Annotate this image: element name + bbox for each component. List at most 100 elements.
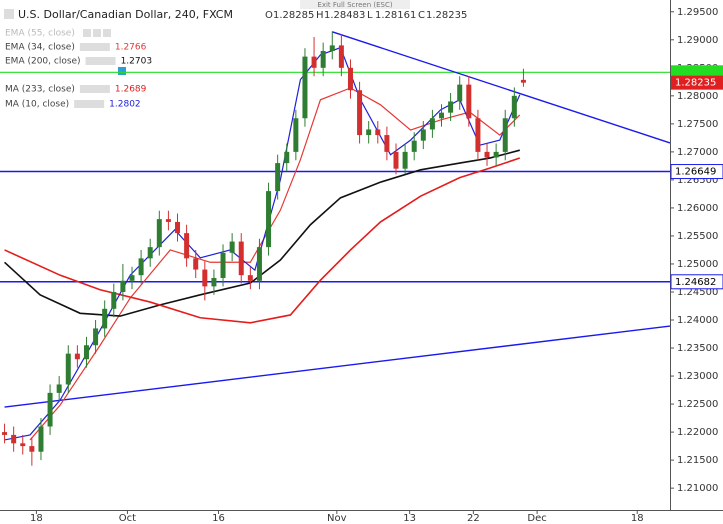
candle-body [220, 252, 226, 278]
legend-icons [79, 43, 110, 51]
candle-body [256, 247, 262, 281]
price-line-box [671, 65, 723, 78]
candle-body [38, 426, 44, 452]
candle-body [429, 118, 435, 130]
candle-body [138, 258, 144, 276]
candle-body [347, 67, 353, 91]
candle-body [284, 151, 290, 164]
candle-body [211, 277, 217, 287]
candle-body [420, 129, 426, 141]
candle-body [384, 135, 390, 152]
candle-body [302, 56, 308, 119]
candle-body [120, 280, 126, 292]
exit-fullscreen[interactable]: Exit Full Screen (ESC) [317, 1, 392, 9]
candle-body [247, 275, 253, 281]
y-tick-label: 1.26000 [677, 203, 718, 214]
ohlc-value: 1.28285 [273, 10, 314, 21]
y-tick-label: 1.27500 [677, 119, 718, 130]
candle-body [165, 219, 171, 222]
y-tick-label: 1.25000 [677, 259, 718, 270]
legend-icons [74, 100, 105, 108]
candle-body [47, 392, 53, 427]
legend-icons [79, 85, 110, 93]
y-tick-label: 1.27000 [677, 147, 718, 158]
hline-label-box [670, 164, 723, 180]
indicator-line [4, 157, 521, 324]
hline-label: 1.24682 [675, 277, 716, 288]
x-tick-label: 18 [30, 513, 43, 524]
legend-icons [85, 57, 116, 65]
candle-body [502, 118, 508, 152]
legend-name: MA (10, close) [5, 100, 69, 110]
y-tick-label: 1.21000 [677, 483, 718, 494]
legend-value: 1.2689 [115, 85, 147, 95]
y-tick-label: 1.28000 [677, 91, 718, 102]
candle-body [320, 51, 326, 68]
legend-value: 1.2703 [121, 57, 153, 67]
candle-body [238, 241, 244, 276]
y-tick-label: 1.29500 [677, 7, 718, 18]
y-tick-label: 1.22500 [677, 399, 718, 410]
candle-body [511, 95, 517, 119]
candle-body [475, 118, 481, 152]
candle-body [393, 151, 399, 169]
candle-body [484, 151, 490, 158]
candle-body [11, 434, 17, 444]
ohlc-label: O [265, 10, 273, 21]
candle-body [74, 353, 80, 360]
indicator-line [4, 46, 521, 441]
candle-body [147, 247, 153, 259]
candle-body [329, 45, 335, 51]
candle-body [357, 90, 363, 136]
candle-body [20, 443, 26, 447]
candle-body [156, 219, 162, 248]
y-tick-label: 1.21500 [677, 455, 718, 466]
ohlc-value: 1.28235 [426, 10, 467, 21]
candle-body [311, 56, 317, 68]
candle-body [102, 308, 108, 329]
x-tick-label: Nov [327, 513, 347, 524]
candle-body [111, 291, 117, 309]
candle-body [93, 328, 99, 346]
candle-body [266, 191, 272, 248]
legend-value: 1.2766 [115, 43, 147, 53]
y-tick-label: 1.24000 [677, 315, 718, 326]
indicator-line [4, 149, 520, 317]
y-tick-label: 1.26500 [677, 175, 718, 186]
trendline [4, 325, 671, 408]
candle-body [293, 118, 299, 152]
candle-body [175, 221, 181, 234]
x-tick-label: 18 [631, 513, 644, 524]
candle-body [493, 151, 499, 158]
candle-body [366, 129, 372, 136]
ohlc-value: 1.28161 [375, 10, 416, 21]
candle-body [193, 258, 199, 270]
x-tick-label: Dec [527, 513, 546, 524]
legend-name: EMA (34, close) [5, 43, 75, 53]
x-tick-label: 22 [467, 513, 480, 524]
y-tick-label: 1.23500 [677, 343, 718, 354]
candle-body [83, 345, 89, 360]
candle-body [275, 163, 281, 192]
x-tick-label: Oct [119, 513, 136, 524]
candle-body [202, 269, 208, 287]
ohlc-label: C [418, 10, 425, 21]
hline-label: 1.26649 [675, 167, 716, 178]
fullscreen-bar[interactable] [300, 0, 410, 9]
trendline [332, 31, 671, 144]
candle-body [338, 45, 344, 68]
legend-name: MA (233, close) [5, 85, 75, 95]
candle-body [65, 353, 71, 385]
candle-body [375, 129, 381, 136]
y-tick-label: 1.25500 [677, 231, 718, 242]
candle-body [29, 446, 35, 452]
candle-body [466, 84, 472, 119]
legend-value: 1.2802 [109, 100, 141, 110]
candle-body [229, 241, 235, 253]
chart-title: U.S. Dollar/Canadian Dollar, 240, FXCM [18, 8, 233, 21]
y-tick-label: 1.23000 [677, 371, 718, 382]
y-tick-label: 1.29000 [677, 35, 718, 46]
last-price-label: 1.28235 [675, 78, 716, 89]
